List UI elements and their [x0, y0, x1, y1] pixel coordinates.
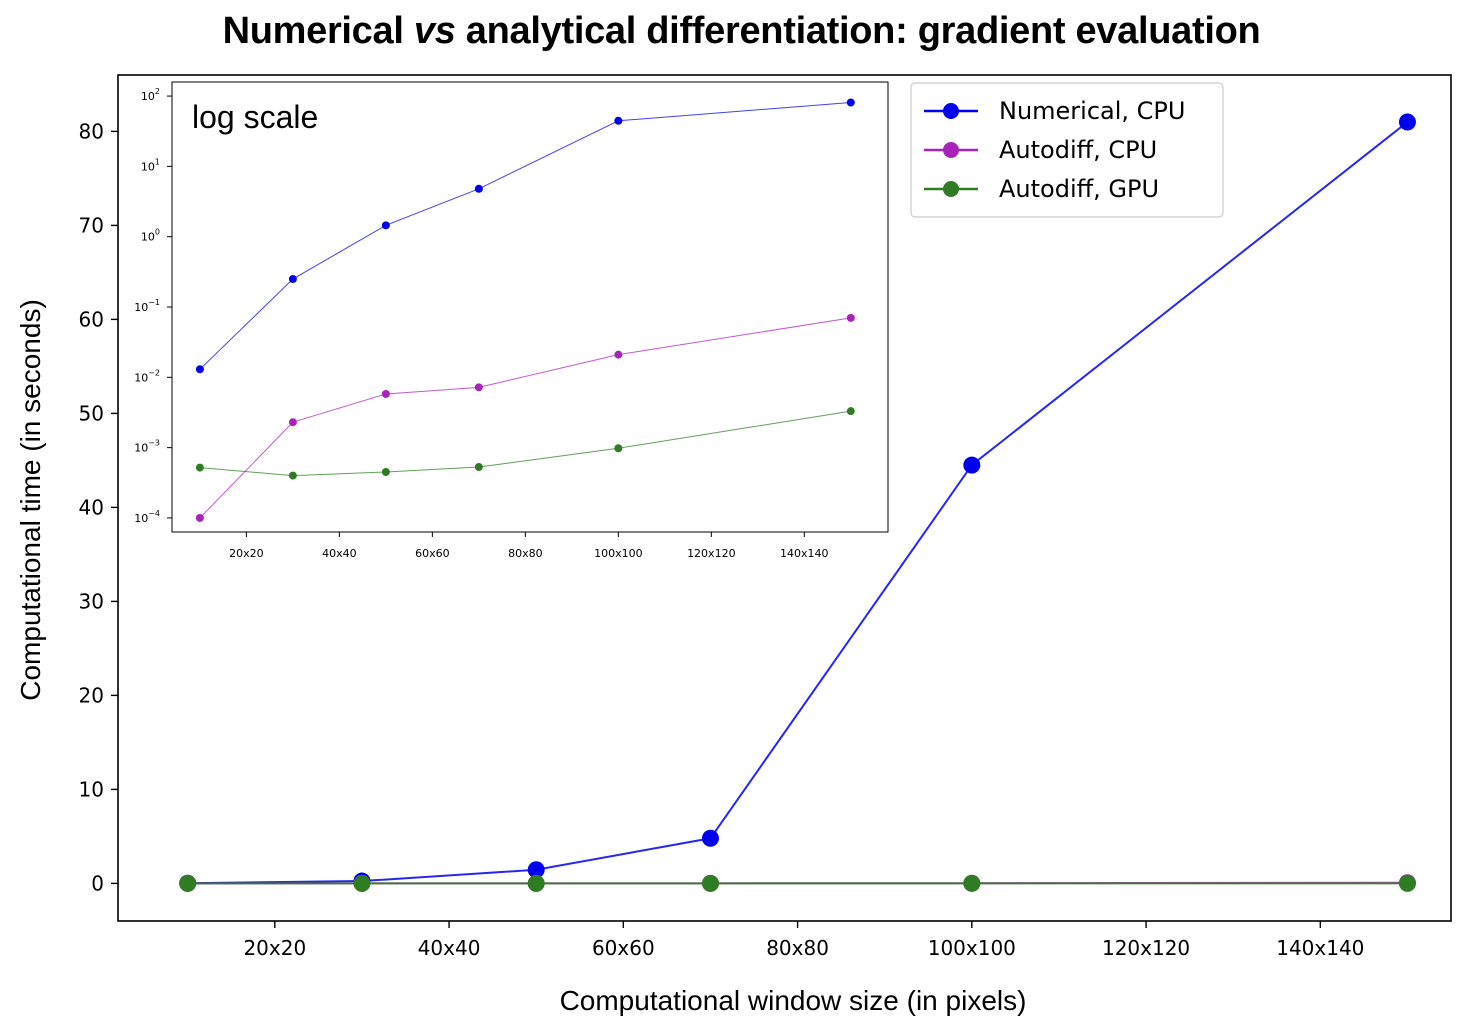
data-point-numerical-cpu [1398, 113, 1416, 131]
data-point-autodiff-gpu [179, 874, 197, 892]
inset-data-point-autodiff-gpu [614, 444, 623, 453]
data-point-numerical-cpu [963, 456, 981, 474]
inset-y-tick-label: 10−4 [134, 509, 160, 525]
inset-data-point-autodiff-cpu [474, 383, 483, 392]
inset-y-tick-label: 10−2 [134, 368, 160, 384]
y-tick-label: 30 [79, 589, 104, 613]
inset-data-point-autodiff-gpu [846, 407, 855, 416]
series-line-numerical-cpu [187, 121, 1409, 885]
y-tick-label: 10 [79, 777, 104, 801]
legend-label-numerical-cpu: Numerical, CPU [999, 97, 1185, 125]
inset-data-point-numerical-cpu [474, 184, 483, 193]
inset-plot: log scale 20x20 40x40 60x60 80x80 100x100 120x… [134, 81, 889, 560]
data-point-autodiff-gpu [701, 874, 719, 892]
inset-data-point-autodiff-gpu [195, 463, 204, 472]
inset-data-point-autodiff-gpu [288, 471, 297, 480]
data-point-autodiff-gpu [353, 874, 371, 892]
y-tick-label: 0 [91, 871, 104, 895]
y-tick-label: 50 [79, 401, 104, 425]
inset-data-point-autodiff-cpu [846, 313, 855, 322]
data-point-numerical-cpu [701, 829, 719, 847]
inset-data-point-numerical-cpu [846, 98, 855, 107]
inset-series-line-numerical-cpu [199, 101, 851, 370]
y-tick-label: 70 [79, 213, 104, 237]
y-tick-label: 80 [79, 119, 104, 143]
x-tick-label: 120x120 [1102, 936, 1190, 960]
data-point-autodiff-gpu [1398, 874, 1416, 892]
plot-frame [117, 74, 1452, 922]
inset-x-tick-label: 60x60 [415, 547, 450, 560]
inset-data-point-numerical-cpu [614, 116, 623, 125]
inset-y-tick-label: 102 [141, 87, 160, 103]
inset-y-tick-label: 10−1 [134, 298, 160, 314]
chart-title-after: analytical differentiation: gradient eva… [455, 10, 1261, 52]
legend: Numerical, CPU Autodiff, CPU Autodiff, GPU [910, 82, 1224, 218]
legend-marker-autodiff-gpu [943, 181, 959, 197]
x-tick-label: 20x20 [243, 936, 306, 960]
data-point-autodiff-gpu [527, 874, 545, 892]
y-tick-label: 20 [79, 683, 104, 707]
inset-data-point-autodiff-cpu [614, 350, 623, 359]
y-axis-label: Computational time (in seconds) [15, 299, 46, 701]
legend-box [910, 82, 1224, 218]
inset-data-point-numerical-cpu [381, 221, 390, 230]
inset-data-point-autodiff-cpu [381, 389, 390, 398]
inset-data-point-autodiff-gpu [381, 468, 390, 477]
inset-data-point-numerical-cpu [195, 365, 204, 374]
x-tick-label: 80x80 [766, 936, 829, 960]
inset-frame [171, 81, 889, 533]
y-tick-label: 40 [79, 495, 104, 519]
x-tick-label: 140x140 [1276, 936, 1364, 960]
inset-y-tick-label: 101 [141, 157, 160, 173]
main-plot: 20x20 40x40 60x60 80x80 100x100 120x120 140x14… [79, 74, 1452, 960]
legend-marker-numerical-cpu [943, 103, 959, 119]
inset-y-tick-label: 100 [141, 228, 160, 244]
x-tick-label: 40x40 [418, 936, 481, 960]
x-axis-label: Computational window size (in pixels) [560, 985, 1027, 1016]
legend-label-autodiff-cpu: Autodiff, CPU [999, 136, 1157, 164]
x-tick-label: 60x60 [592, 936, 655, 960]
inset-title: log scale [192, 99, 318, 135]
inset-x-tick-label: 40x40 [322, 547, 357, 560]
data-point-autodiff-gpu [963, 874, 981, 892]
inset-data-point-autodiff-cpu [195, 513, 204, 522]
inset-data-point-numerical-cpu [288, 275, 297, 284]
legend-label-autodiff-gpu: Autodiff, GPU [999, 175, 1159, 203]
chart-title-before: Numerical [222, 10, 414, 52]
chart-title-italic: vs [413, 10, 456, 52]
inset-y-tick-label: 10−3 [134, 439, 160, 455]
data-point-numerical-cpu [527, 861, 545, 879]
chart-title: Numerical vs analytical differentiation:… [0, 10, 1483, 53]
inset-data-point-autodiff-gpu [474, 463, 483, 472]
inset-x-tick-label: 100x100 [594, 547, 643, 560]
legend-marker-autodiff-cpu [943, 142, 959, 158]
inset-x-tick-label: 120x120 [687, 547, 736, 560]
inset-data-point-autodiff-cpu [288, 418, 297, 427]
inset-series-line-autodiff-cpu [199, 317, 851, 519]
inset-x-tick-label: 140x140 [780, 547, 829, 560]
inset-x-tick-label: 80x80 [508, 547, 543, 560]
y-tick-label: 60 [79, 307, 104, 331]
inset-series-line-autodiff-gpu [199, 410, 851, 477]
inset-x-tick-label: 20x20 [229, 547, 264, 560]
x-tick-label: 100x100 [928, 936, 1016, 960]
